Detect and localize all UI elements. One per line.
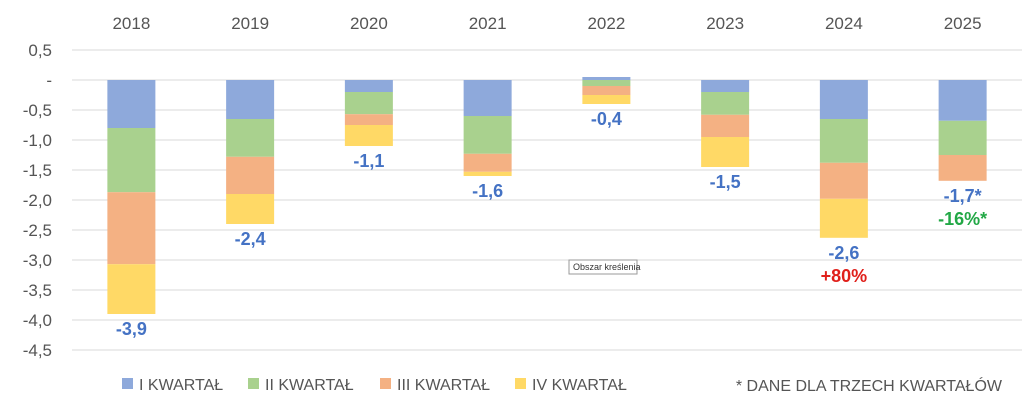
bar-segment [582,80,631,86]
bar-segment [938,120,987,155]
x-tick-label: 2020 [350,14,388,33]
bar-segment [819,119,868,163]
labels: 0,5 - -0,5 -1,0 -1,5 -2,0 -2,5 -3,0 -3,5 -4,0 -4,5… [23,14,987,360]
bar-segment [344,92,393,115]
legend-label: I KWARTAŁ [139,377,223,394]
y-tick-label: -0,5 [23,101,52,120]
total-label: -1,5 [710,172,741,192]
change-annotation: +80% [821,266,868,286]
total-label: -2,4 [235,229,266,249]
total-label: -3,9 [116,319,147,339]
y-tick-label: - [46,71,52,90]
total-label: -1,1 [353,151,384,171]
bar-segment [701,114,750,137]
bar-segment [463,116,512,154]
bar-segment [819,80,868,119]
x-tick-label: 2018 [112,14,150,33]
bar-segment [107,80,156,128]
bar-segment [701,92,750,115]
bar-segment [226,80,275,119]
x-tick-label: 2025 [944,14,982,33]
y-tick-label: -3,0 [23,251,52,270]
bar-segment [226,156,275,194]
total-label: -2,6 [828,243,859,263]
y-tick-label: -3,5 [23,281,52,300]
bar-segment [344,80,393,92]
bar-segment [582,95,631,104]
bar-segment [819,198,868,238]
tooltip-text: Obszar kreślenia [573,262,641,272]
bar-segment [344,114,393,125]
gridlines [72,49,1022,351]
legend-swatch [248,378,259,389]
bar-segment [938,155,987,181]
legend-label: II KWARTAŁ [265,377,354,394]
x-tick-label: 2019 [231,14,269,33]
bars [107,77,987,314]
legend-label: III KWARTAŁ [397,377,490,394]
bar-segment [701,80,750,92]
bar-segment [938,80,987,121]
x-tick-label: 2024 [825,14,863,33]
y-tick-label: -1,5 [23,161,52,180]
total-label: -1,7* [944,186,982,206]
x-tick-label: 2023 [706,14,744,33]
y-tick-label: -2,5 [23,221,52,240]
total-label: -1,6 [472,181,503,201]
bar-segment [226,119,275,157]
bar-segment [107,128,156,193]
total-label: -0,4 [591,109,622,129]
bar-segment [226,194,275,224]
y-tick-label: -4,5 [23,341,52,360]
legend-swatch [515,378,526,389]
legend: I KWARTAŁ II KWARTAŁ III KWARTAŁ IV KWARTAŁ [122,377,627,394]
bar-segment [107,192,156,265]
bar-segment [582,86,631,95]
plot-area-tooltip: Obszar kreślenia [568,259,641,275]
bar-segment [701,137,750,167]
x-tick-label: 2022 [587,14,625,33]
legend-label: IV KWARTAŁ [532,377,627,394]
footnote-text: * DANE DLA TRZECH KWARTAŁÓW [736,376,1003,395]
bar-segment [107,264,156,314]
bar-segment [819,162,868,199]
change-annotation: -16%* [938,209,987,229]
bar-segment [463,153,512,172]
bar-segment [582,77,631,80]
y-tick-label: -1,0 [23,131,52,150]
x-tick-label: 2021 [469,14,507,33]
y-tick-label: 0,5 [28,41,52,60]
y-tick-label: -2,0 [23,191,52,210]
legend-swatch [122,378,133,389]
y-tick-label: -4,0 [23,311,52,330]
bar-segment [344,125,393,146]
bar-segment [463,80,512,116]
bar-segment [463,171,512,176]
legend-swatch [380,378,391,389]
